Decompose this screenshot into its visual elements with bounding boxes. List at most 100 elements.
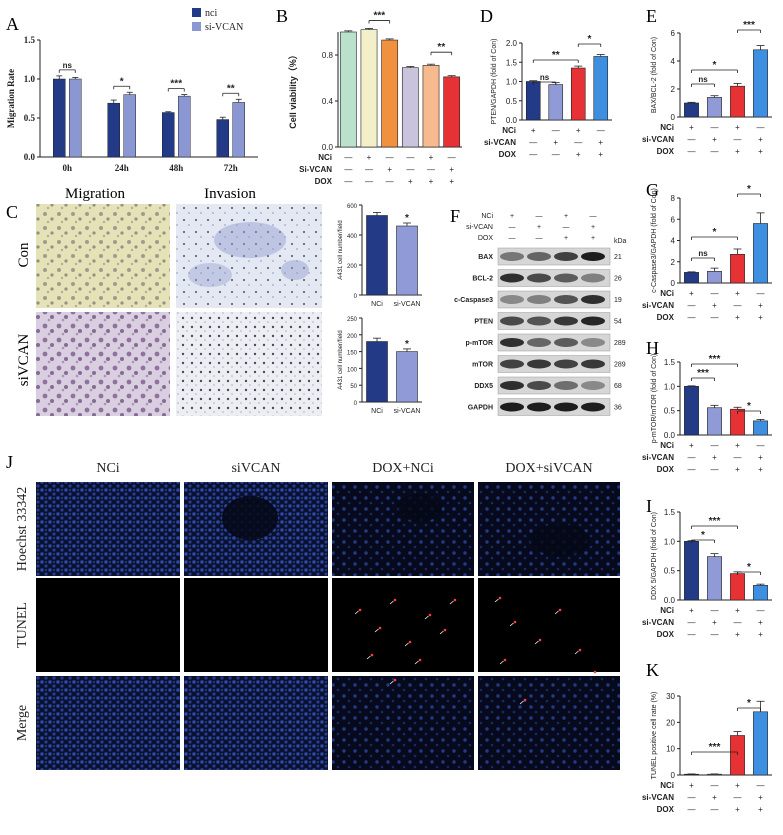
significance-label: *: [120, 76, 124, 87]
bar: [366, 341, 388, 403]
fluorescence-row-label: Hoechst 33342: [15, 487, 30, 571]
blot-band: [581, 295, 605, 304]
bar: [232, 102, 245, 158]
blot-label: p-mTOR: [466, 340, 493, 347]
legend-label: si-VCAN: [205, 22, 243, 33]
factor-sign: +: [735, 147, 740, 156]
bar: [684, 541, 699, 601]
blot-band: [527, 273, 551, 283]
bar: [360, 29, 378, 148]
y-tick-label: 1.0: [24, 74, 36, 84]
arrow-marker: [589, 672, 594, 677]
panel-label-f: F: [450, 206, 460, 226]
factor-sign: —: [734, 793, 742, 802]
factor-label: si-VCAN: [642, 453, 674, 462]
y-tick-label: 6: [671, 215, 676, 224]
blot-band: [554, 295, 578, 304]
blot-kda: 21: [614, 254, 622, 261]
fluorescence-column-label: siVCAN: [231, 461, 280, 476]
factor-label: NCi: [660, 781, 674, 790]
factor-sign: +: [735, 630, 740, 639]
factor-label: si-VCAN: [642, 793, 674, 802]
factor-sign: +: [712, 453, 717, 462]
panel-label-e: E: [646, 6, 657, 26]
arrow-marker: [499, 660, 504, 665]
y-tick-label: 0.8: [322, 51, 334, 60]
y-tick-label: 8: [671, 194, 676, 203]
factor-sign: +: [758, 135, 763, 144]
factor-sign: +: [689, 781, 694, 790]
panel-e: E 0 2 4 6 BAX/BCL-2 (fold of Con) NCi + — + — si-V…: [642, 6, 772, 156]
invasion-sivcan-image: [176, 312, 322, 416]
significance-label: ***: [709, 516, 721, 527]
fluorescence-row-label: Merge: [15, 705, 30, 741]
factor-sign: +: [689, 606, 694, 615]
factor-label: si-VCAN: [642, 135, 674, 144]
lane-label: NCi: [481, 213, 493, 220]
fluorescence-image: [332, 676, 474, 770]
blot-band: [500, 338, 524, 347]
blot-band: [527, 381, 551, 390]
factor-sign: —: [529, 150, 537, 159]
blot-band: [500, 273, 524, 283]
factor-label: si-VCAN: [484, 138, 516, 147]
factor-sign: —: [688, 793, 696, 802]
y-tick-label: 10: [666, 745, 675, 754]
y-tick-label: 400: [347, 234, 358, 240]
arrow-marker: [439, 630, 444, 635]
y-tick-label: 4: [671, 237, 676, 246]
factor-sign: —: [711, 781, 719, 790]
chart-b: 0.0 0.4 0.8 Cell viability（%） NCi — + — — + — Si-VC…: [288, 11, 462, 186]
lane-sign: +: [591, 235, 595, 242]
blot-band: [581, 381, 605, 390]
tunel-positive-cell: [453, 598, 457, 602]
fluorescence-column-label: DOX+NCi: [372, 461, 434, 476]
factor-label: NCi: [318, 153, 332, 162]
factor-sign: +: [576, 126, 581, 135]
factor-sign: —: [734, 453, 742, 462]
blot-band: [527, 338, 551, 347]
bar: [684, 102, 699, 118]
panel-g: G 0 2 4 6 8 c-Caspase3/GAPDH (fold of Con)NCi…: [642, 180, 772, 322]
arrow-marker: [534, 640, 539, 645]
y-tick-label: 100: [347, 367, 358, 373]
y-tick-label: 0.5: [506, 97, 518, 106]
significance-label: ns: [540, 73, 550, 82]
factor-sign: —: [734, 301, 742, 310]
y-tick-label: 2: [671, 258, 676, 267]
arrow-marker: [374, 628, 379, 633]
blot-kda: 54: [614, 319, 622, 326]
factor-sign: —: [711, 606, 719, 615]
blot-band: [554, 273, 578, 283]
significance-label: ns: [698, 75, 708, 84]
legend-label: nci: [205, 8, 217, 19]
factor-sign: +: [735, 781, 740, 790]
lane-sign: —: [536, 235, 543, 242]
factor-sign: +: [712, 793, 717, 802]
scale-bar: [565, 810, 597, 813]
y-axis-label: c-Caspase3/GAPDH (fold of Con): [651, 188, 658, 293]
significance-label: ***: [743, 20, 755, 31]
panel-label-k: K: [646, 660, 659, 680]
chart-e: 0 2 4 6 BAX/BCL-2 (fold of Con) NCi + — + — si-VCA…: [642, 20, 772, 156]
factor-sign: +: [449, 177, 454, 186]
bar: [707, 271, 722, 284]
factor-sign: —: [574, 138, 582, 147]
panel-label-h: H: [646, 338, 659, 358]
bar: [178, 95, 191, 158]
factor-label: NCi: [660, 289, 674, 298]
factor-sign: —: [406, 153, 414, 162]
chart-g: 0 2 4 6 8 c-Caspase3/GAPDH (fold of Con)NCi + —…: [642, 184, 772, 322]
fluorescence-image: [36, 482, 180, 576]
factor-sign: +: [553, 138, 558, 147]
bar: [570, 67, 586, 121]
factor-sign: —: [711, 147, 719, 156]
tunel-positive-cell: [513, 620, 517, 624]
blot-band: [554, 316, 578, 326]
blot-band: [554, 338, 578, 347]
factor-label: Si-VCAN: [299, 165, 332, 174]
tunel-positive-cell: [428, 613, 432, 617]
